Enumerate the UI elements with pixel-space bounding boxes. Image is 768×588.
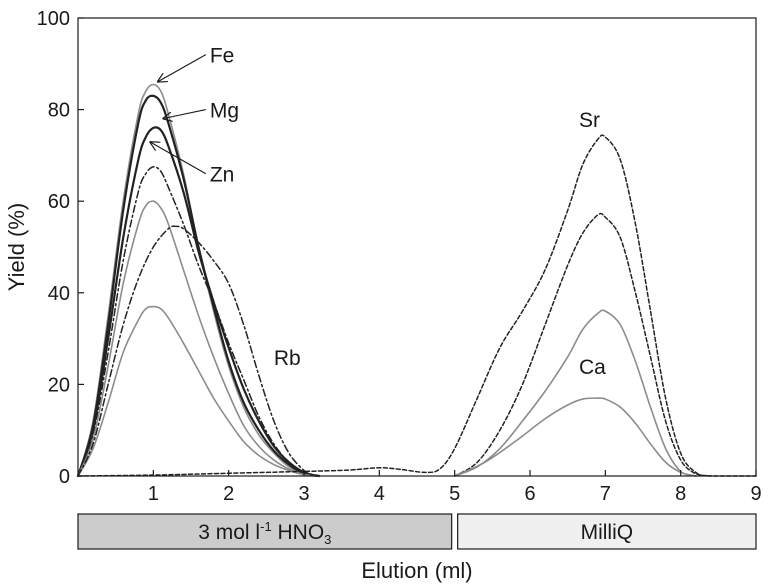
y-tick-label: 40 (48, 283, 70, 305)
y-tick-label: 60 (48, 191, 70, 213)
series-line-unlabeled-10 (453, 397, 697, 477)
x-tick-label: 6 (524, 483, 535, 505)
y-tick-label: 20 (48, 374, 70, 396)
x-tick-label: 3 (298, 483, 309, 505)
series-line-ca (453, 309, 697, 477)
series-line-mg (76, 94, 321, 478)
x-axis-title: Elution (ml) (361, 558, 472, 583)
y-tick-label: 100 (37, 8, 70, 30)
band-hno3-sup: -1 (260, 519, 272, 534)
x-tick-label: 5 (449, 483, 460, 505)
series-line-rb (77, 225, 320, 477)
band-hno3-label: 3 mol l-1 HNO3 (198, 519, 331, 547)
series-line-unlabeled-3 (77, 166, 320, 477)
annotation-arrow-fe (157, 54, 207, 82)
plot-frame (77, 17, 757, 477)
x-tick-label: 9 (750, 483, 761, 505)
annotation-arrow-zn (150, 142, 207, 175)
y-axis-ticks: 0 20 40 60 80 100 (37, 8, 84, 488)
band-hno3 (77, 513, 453, 550)
x-tick-label: 4 (374, 483, 385, 505)
band-hno3-sub: 3 (324, 532, 331, 547)
series-layer (76, 83, 757, 478)
annotation-ca: Ca (579, 356, 606, 379)
band-milliq-label: MilliQ (581, 521, 634, 544)
annotation-mg: Mg (210, 100, 239, 123)
band-hno3-mid: HNO (272, 521, 325, 544)
annotation-arrow-mg (162, 109, 206, 119)
series-line-fe (77, 83, 320, 477)
annotation-rb: Rb (274, 347, 301, 370)
series-line-unlabeled-5 (77, 305, 320, 477)
x-axis-ticks: 1 2 3 4 5 6 7 8 9 (148, 470, 762, 505)
y-tick-label: 0 (59, 466, 70, 488)
annotation-fe: Fe (210, 45, 235, 68)
annotation-sr: Sr (579, 109, 600, 132)
series-line-unlabeled-4 (77, 200, 320, 477)
series-line-sr (77, 134, 757, 477)
annotation-zn: Zn (210, 164, 235, 187)
band-hno3-main: 3 mol l (198, 521, 260, 544)
series-line-unlabeled-8 (453, 212, 712, 477)
x-tick-label: 8 (675, 483, 686, 505)
annotations: Fe Mg Zn Rb Sr Ca (150, 45, 606, 379)
band-milliq (457, 513, 757, 550)
x-tick-label: 2 (223, 483, 234, 505)
elution-bands: 3 mol l-1 HNO3 MilliQ (77, 513, 757, 550)
x-tick-label: 1 (148, 483, 159, 505)
y-axis-title: Yield (%) (4, 203, 29, 291)
y-tick-label: 80 (48, 100, 70, 122)
series-line-zn (76, 126, 321, 478)
x-tick-label: 7 (600, 483, 611, 505)
